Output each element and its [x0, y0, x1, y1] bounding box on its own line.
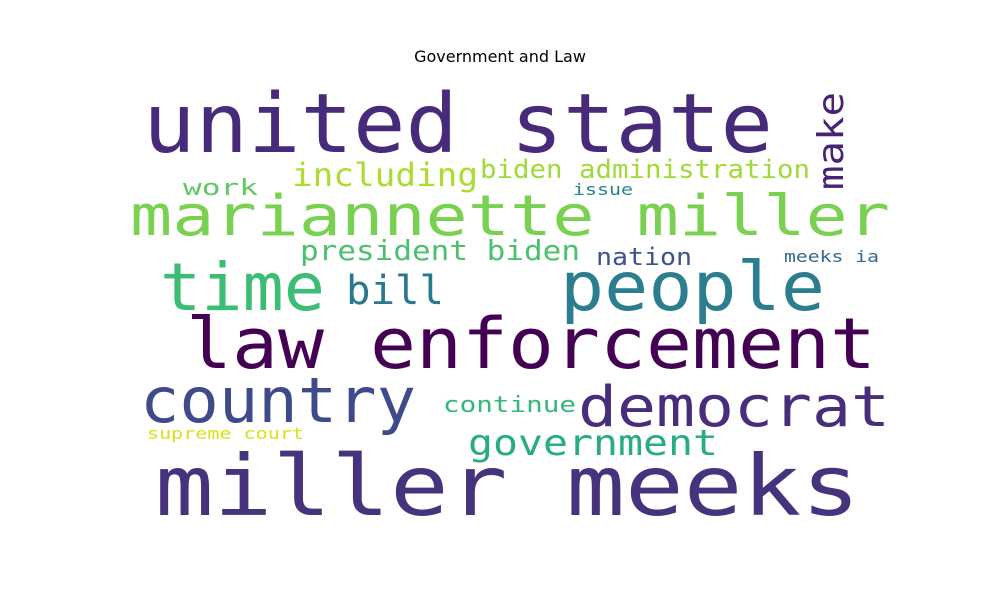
word-biden-administration: biden administration [480, 155, 810, 185]
word-president-biden: president biden [300, 234, 580, 267]
word-make: make [811, 92, 852, 190]
word-people: people [560, 248, 825, 327]
word-government: government [468, 423, 718, 464]
word-meeks-ia: meeks ia [784, 247, 879, 266]
word-bill: bill [346, 268, 444, 314]
word-supreme-court: supreme court [147, 424, 304, 443]
word-country: country [140, 364, 416, 437]
word-nation: nation [596, 243, 692, 271]
word-united-state: united state [143, 77, 773, 172]
word-including: including [292, 156, 478, 194]
word-miller-meeks: miller meeks [155, 437, 860, 535]
word-mariannette-miller: mariannette miller [130, 184, 890, 249]
chart-title: Government and Law [414, 47, 586, 66]
word-time: time [160, 249, 325, 326]
word-democrat: democrat [578, 375, 890, 440]
word-issue: issue [573, 180, 633, 199]
word-law-enforcement: law enforcement [186, 303, 876, 385]
word-continue: continue [443, 393, 576, 418]
word-work: work [183, 176, 258, 201]
